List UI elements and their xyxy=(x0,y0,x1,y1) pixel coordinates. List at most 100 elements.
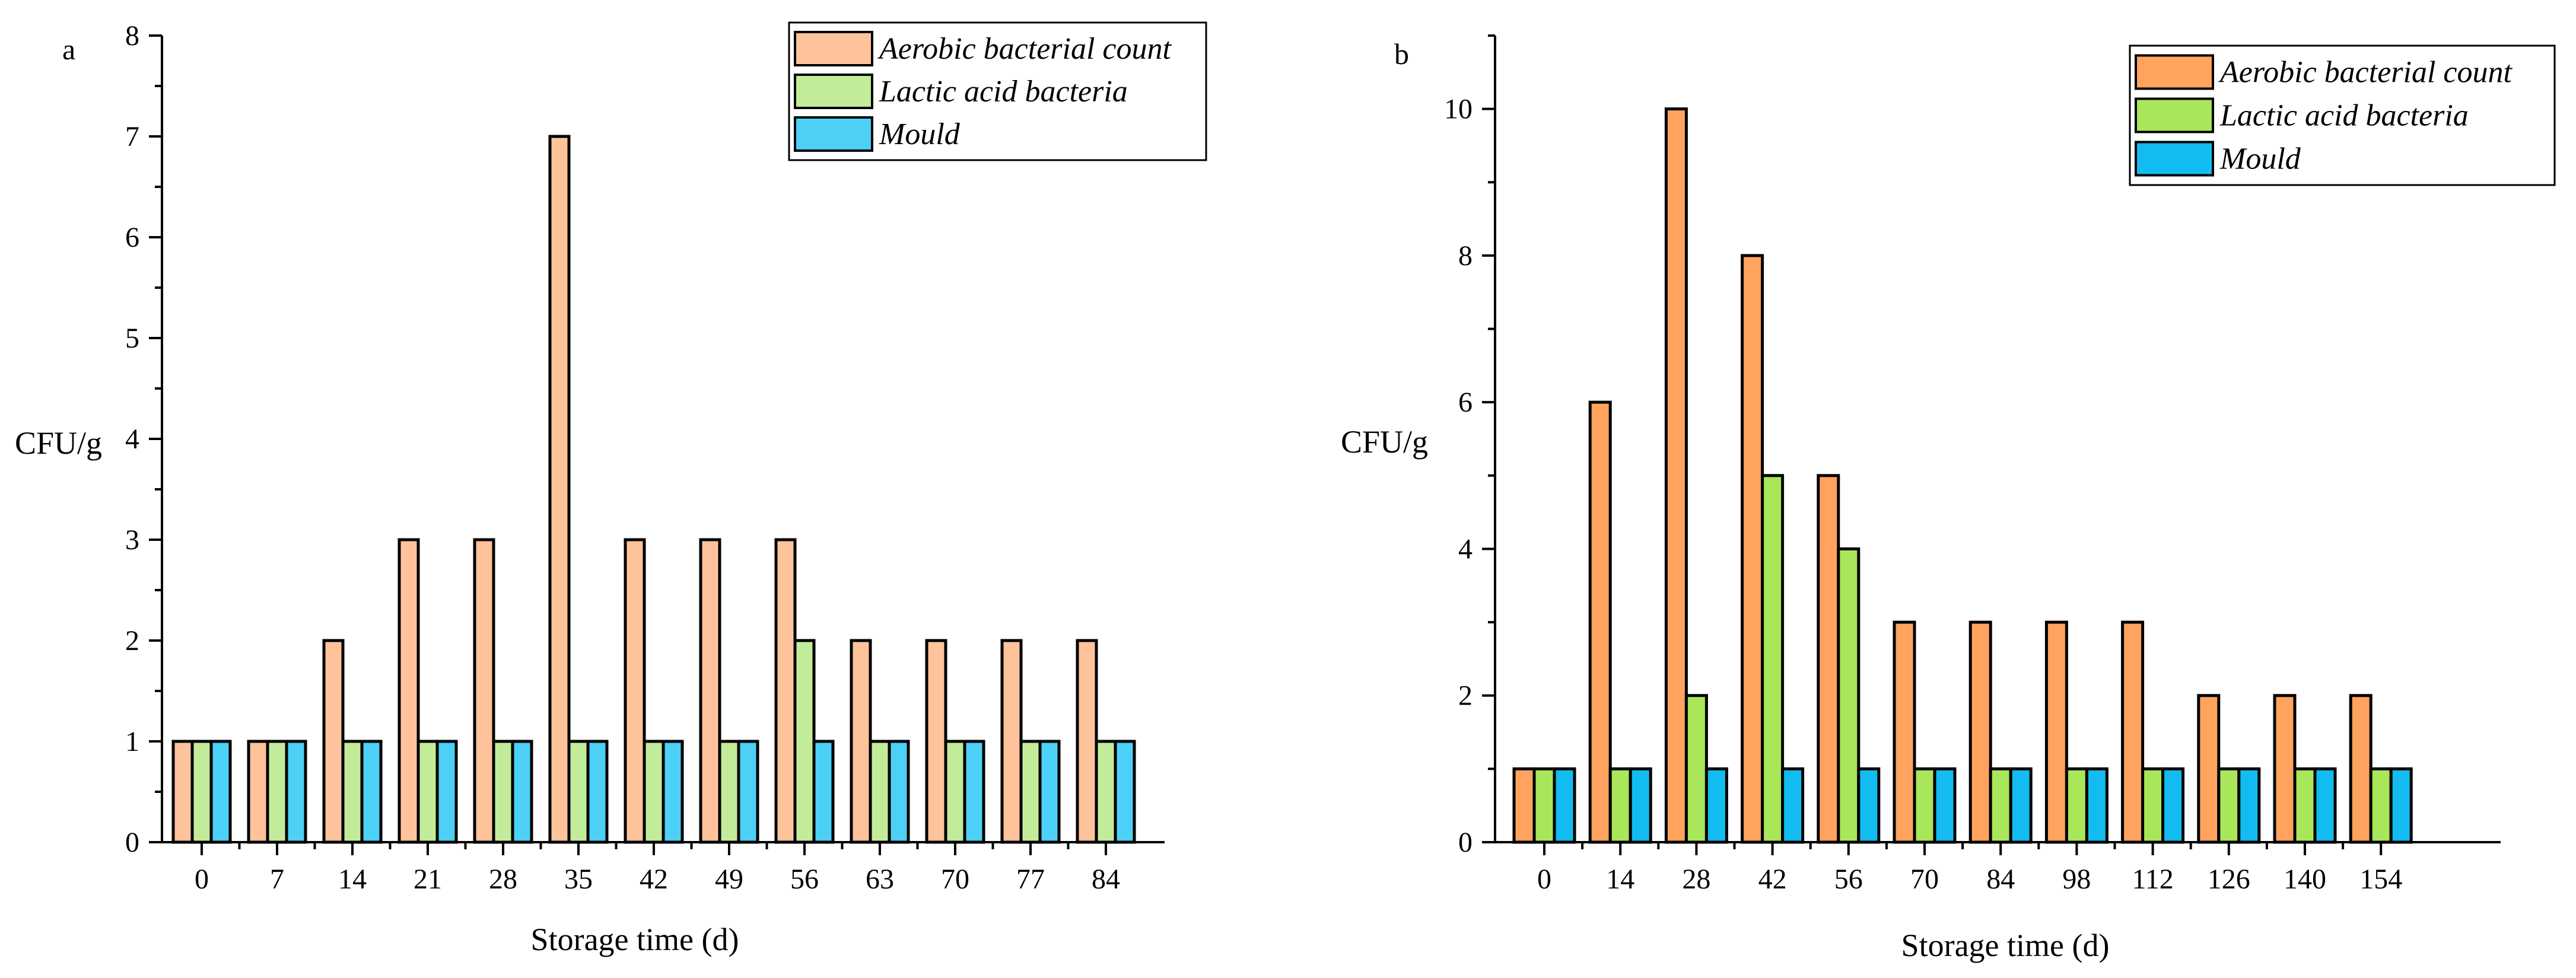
bar-b-mould-140 xyxy=(2313,767,2337,844)
x-tick-label-b-112: 112 xyxy=(2132,864,2173,895)
bar-b-aerobic-98 xyxy=(2044,620,2068,844)
bar-b-mould-56 xyxy=(1857,767,1881,844)
bar-b-mould-42 xyxy=(1781,767,1805,844)
legend-label-a-mould: Mould xyxy=(879,117,961,151)
x-tick-label-a-49: 49 xyxy=(715,864,743,895)
x-tick-label-b-0: 0 xyxy=(1537,864,1551,895)
y-tick-label-a-2: 2 xyxy=(125,625,139,657)
x-tick-label-a-28: 28 xyxy=(489,864,517,895)
y-tick-label-a-4: 4 xyxy=(125,423,139,455)
bar-a-mould-14 xyxy=(360,740,383,844)
y-tick-label-b-0: 0 xyxy=(1458,827,1473,858)
bar-a-aerobic-56 xyxy=(774,538,797,844)
y-tick-label-b-4: 4 xyxy=(1458,533,1473,565)
legend-swatch-a-mould xyxy=(794,116,873,152)
bar-a-mould-7 xyxy=(285,740,307,844)
legend-a: Aerobic bacterial count Lactic acid bacte… xyxy=(788,21,1207,161)
legend-label-b-lactic: Lactic acid bacteria xyxy=(2219,99,2469,133)
bar-b-aerobic-70 xyxy=(1893,620,1916,844)
bar-b-lactic-112 xyxy=(2141,767,2165,844)
chart-panel-b: b CFU/g Storage time (d) 0 2 4 6 8 10 0 14 28 42 5… xyxy=(1341,34,2556,963)
y-tick-label-a-6: 6 xyxy=(125,222,139,253)
bar-a-lactic-14 xyxy=(341,740,364,844)
bar-b-lactic-0 xyxy=(1532,767,1556,844)
x-tick-label-a-0: 0 xyxy=(195,864,209,895)
bar-a-mould-35 xyxy=(586,740,609,844)
bar-b-lactic-14 xyxy=(1608,767,1632,844)
x-tick-label-b-56: 56 xyxy=(1834,864,1863,895)
x-tick-label-a-77: 77 xyxy=(1016,864,1045,895)
x-tick-label-b-126: 126 xyxy=(2208,864,2250,895)
bar-b-aerobic-126 xyxy=(2197,694,2221,844)
x-tick-label-a-7: 7 xyxy=(270,864,284,895)
bar-a-mould-63 xyxy=(888,740,910,844)
y-tick-label-a-7: 7 xyxy=(125,121,139,152)
legend-swatch-b-mould xyxy=(2135,141,2214,177)
x-tick-label-b-42: 42 xyxy=(1758,864,1787,895)
bar-a-lactic-77 xyxy=(1019,740,1042,844)
x-tick-label-a-42: 42 xyxy=(640,864,668,895)
bar-b-lactic-140 xyxy=(2293,767,2317,844)
bar-a-aerobic-28 xyxy=(473,538,495,844)
bar-a-mould-49 xyxy=(737,740,759,844)
bars-b xyxy=(1512,107,2413,844)
bar-a-aerobic-21 xyxy=(397,538,420,844)
axes-b: 0 2 4 6 8 10 0 14 28 42 56 70 84 98 112 126 140 154 xyxy=(1444,34,2501,895)
y-tick-label-b-6: 6 xyxy=(1458,387,1473,418)
bar-a-aerobic-77 xyxy=(1000,639,1023,844)
bar-a-aerobic-70 xyxy=(925,639,947,844)
bar-b-aerobic-56 xyxy=(1817,474,1840,844)
legend-label-a-aerobic: Aerobic bacterial count xyxy=(877,32,1172,66)
bar-b-lactic-84 xyxy=(1989,767,2012,844)
x-tick-label-b-84: 84 xyxy=(1986,864,2015,895)
bar-b-aerobic-112 xyxy=(2121,620,2145,844)
bar-a-lactic-63 xyxy=(869,740,891,844)
x-tick-label-b-154: 154 xyxy=(2359,864,2402,895)
bar-b-mould-98 xyxy=(2085,767,2108,844)
x-axis-title-b: Storage time (d) xyxy=(1901,928,2110,963)
bar-a-mould-0 xyxy=(209,740,232,844)
bar-b-mould-84 xyxy=(2009,767,2033,844)
x-tick-label-b-14: 14 xyxy=(1606,864,1634,895)
x-tick-label-a-14: 14 xyxy=(338,864,367,895)
bar-b-aerobic-84 xyxy=(1968,620,1992,844)
bar-b-mould-154 xyxy=(2389,767,2413,844)
x-tick-label-a-21: 21 xyxy=(414,864,442,895)
y-tick-label-b-2: 2 xyxy=(1458,680,1473,712)
bar-b-mould-28 xyxy=(1704,767,1728,844)
bar-b-mould-0 xyxy=(1553,767,1576,844)
y-tick-label-a-5: 5 xyxy=(125,323,139,354)
y-tick-label-a-3: 3 xyxy=(125,524,139,556)
legend-swatch-a-lactic xyxy=(794,74,873,109)
bar-a-lactic-70 xyxy=(944,740,966,844)
bar-b-lactic-56 xyxy=(1837,547,1861,844)
y-axis-title-b: CFU/g xyxy=(1341,424,1428,460)
bar-a-aerobic-14 xyxy=(322,639,345,844)
bar-b-lactic-126 xyxy=(2217,767,2241,844)
y-axis-title-a: CFU/g xyxy=(15,425,102,461)
legend-swatch-b-aerobic xyxy=(2135,54,2214,90)
bar-b-lactic-42 xyxy=(1761,474,1785,844)
bar-b-aerobic-14 xyxy=(1588,400,1612,844)
x-tick-label-a-63: 63 xyxy=(866,864,894,895)
y-tick-label-a-0: 0 xyxy=(125,827,139,858)
bar-b-aerobic-28 xyxy=(1664,107,1688,844)
bar-b-aerobic-154 xyxy=(2349,694,2373,844)
bar-a-aerobic-84 xyxy=(1076,639,1098,844)
bar-b-mould-70 xyxy=(1933,767,1957,844)
bar-b-mould-112 xyxy=(2161,767,2185,844)
bar-b-lactic-98 xyxy=(2065,767,2088,844)
legend-label-a-lactic: Lactic acid bacteria xyxy=(879,75,1128,109)
x-tick-label-b-140: 140 xyxy=(2284,864,2326,895)
legend-swatch-b-lactic xyxy=(2135,97,2214,133)
bar-a-mould-42 xyxy=(662,740,684,844)
bar-b-lactic-154 xyxy=(2369,767,2393,844)
x-tick-label-a-84: 84 xyxy=(1092,864,1120,895)
bar-a-mould-77 xyxy=(1038,740,1061,844)
bar-a-mould-28 xyxy=(511,740,533,844)
x-tick-label-b-70: 70 xyxy=(1910,864,1939,895)
panel-letter-a: a xyxy=(62,33,75,66)
